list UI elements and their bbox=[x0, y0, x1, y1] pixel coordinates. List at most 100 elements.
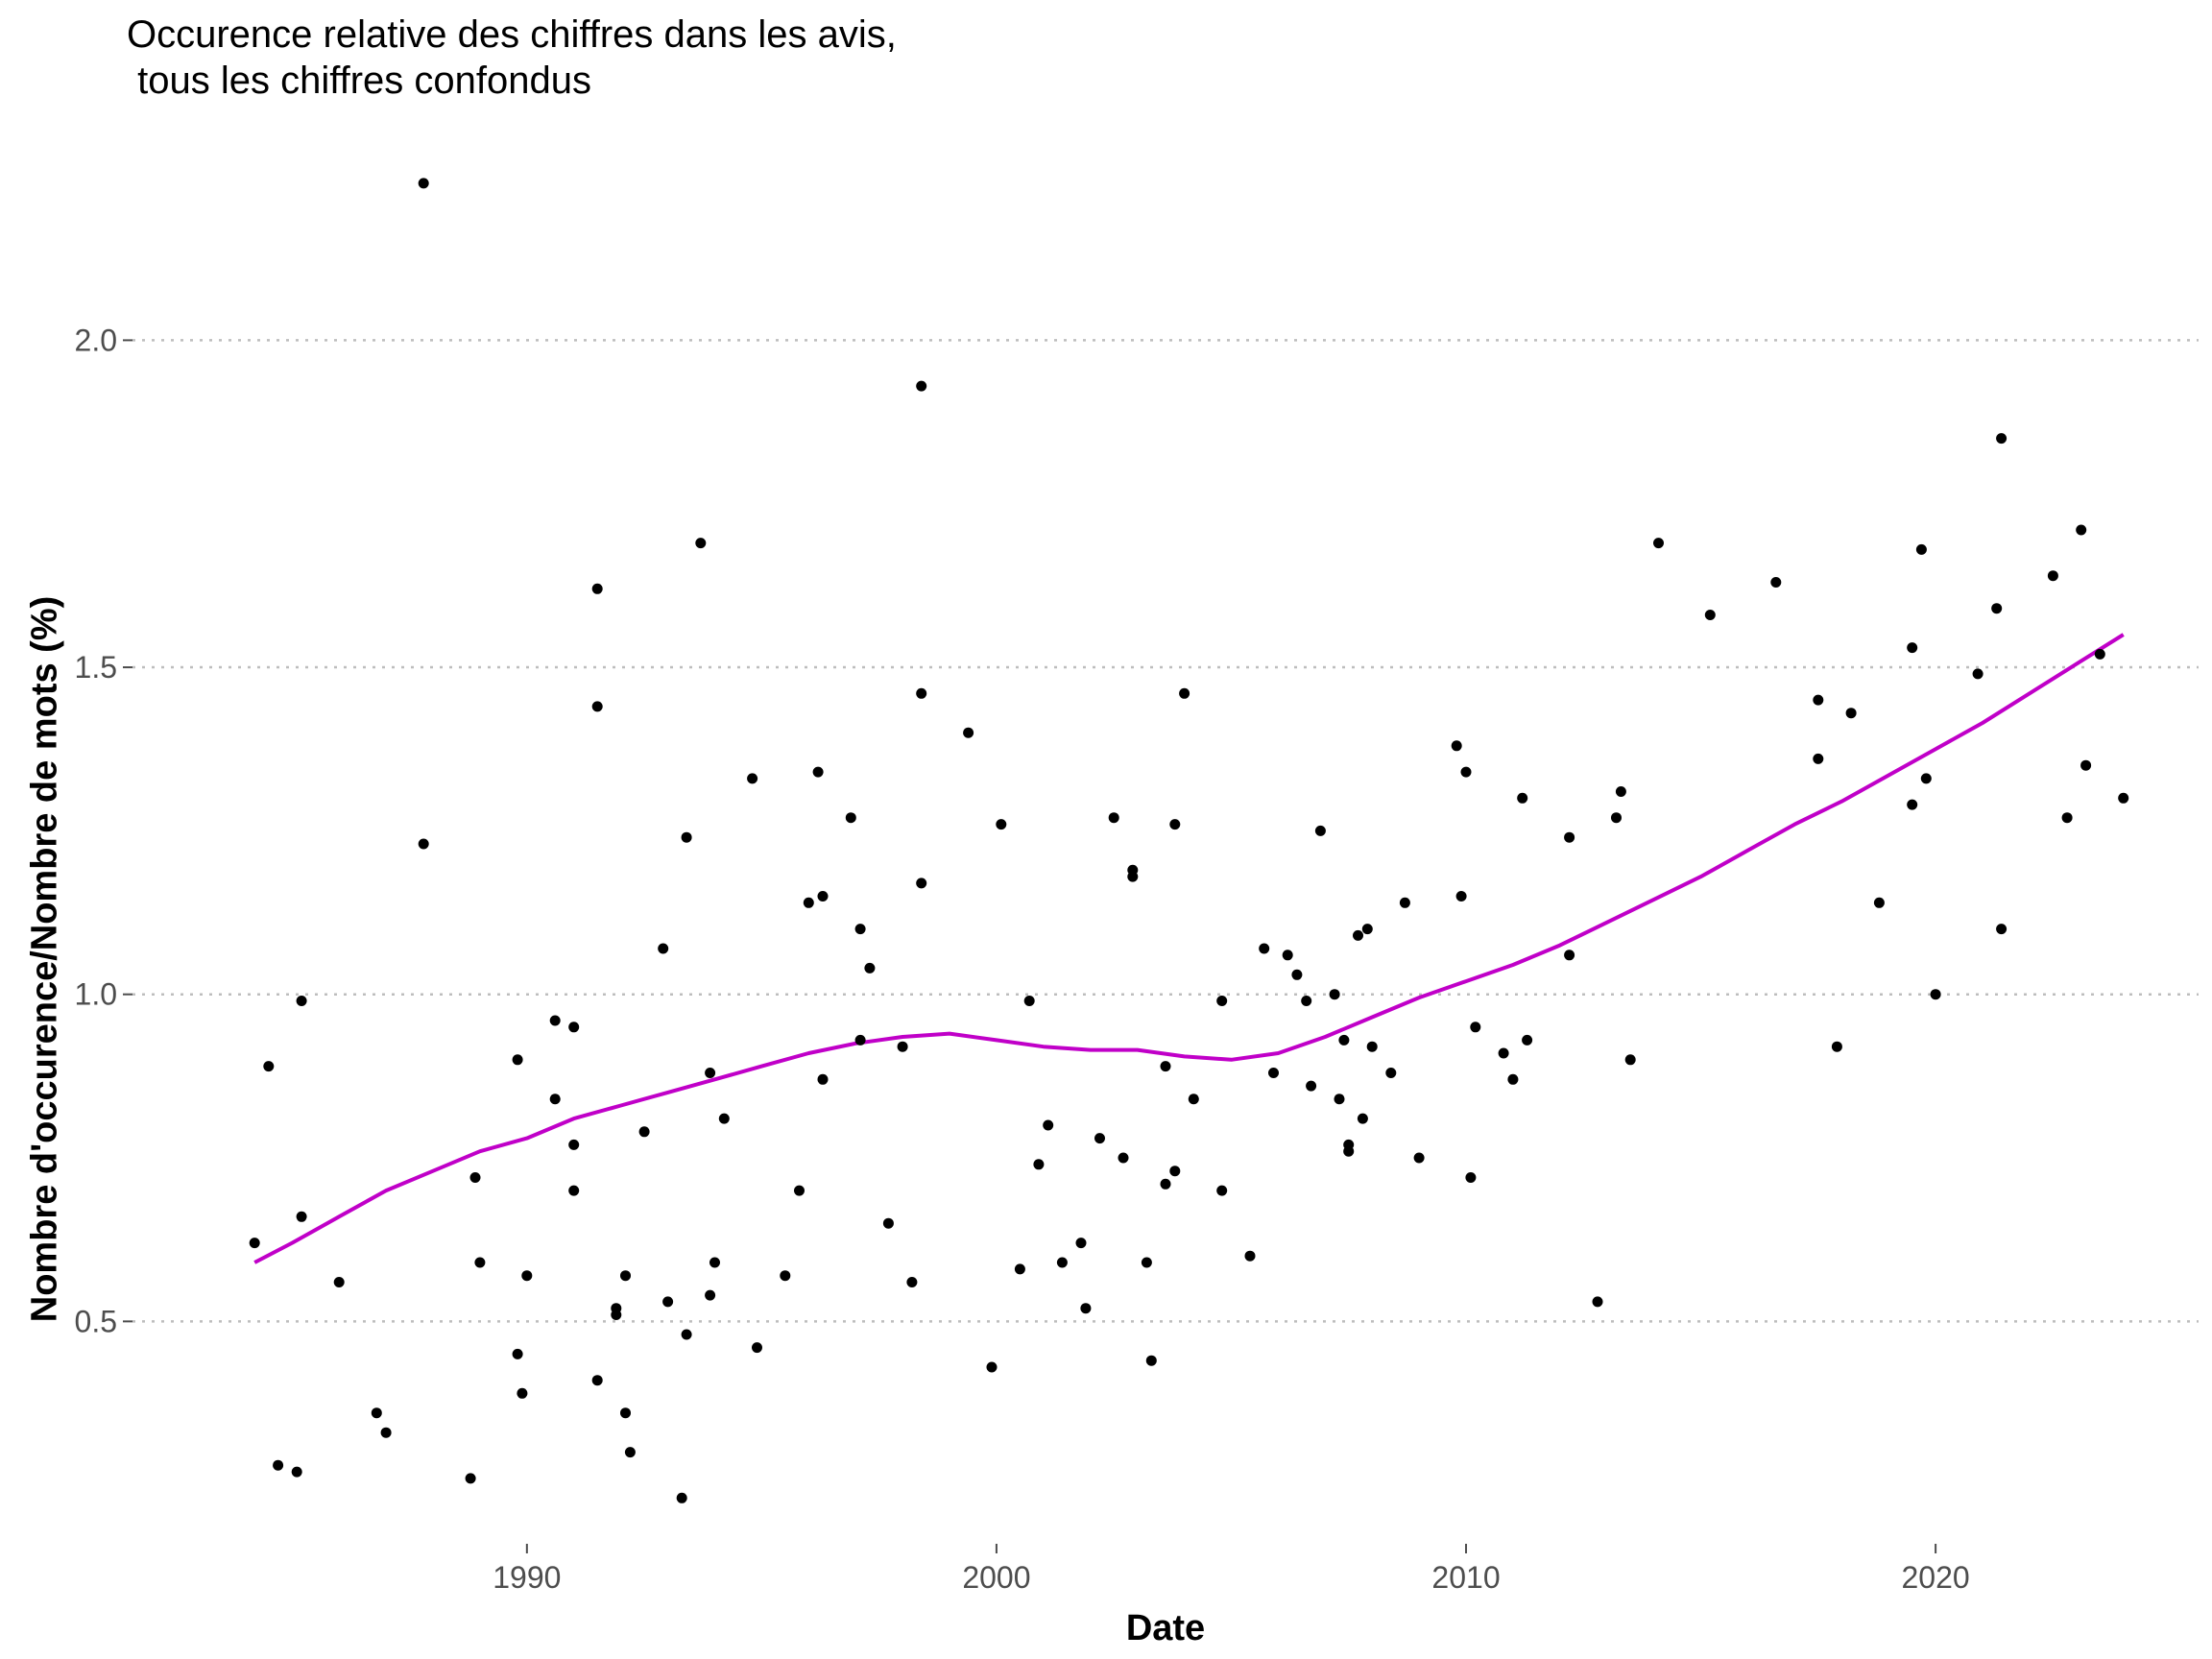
data-point bbox=[1043, 1119, 1054, 1131]
trend-line bbox=[253, 633, 2125, 1264]
data-point bbox=[1915, 543, 1927, 555]
data-point bbox=[1268, 1068, 1279, 1078]
data-point bbox=[1179, 687, 1190, 699]
data-point bbox=[986, 1361, 998, 1373]
data-point bbox=[1996, 924, 2008, 935]
data-point bbox=[752, 1342, 762, 1354]
data-point bbox=[897, 1041, 908, 1052]
data-point bbox=[1329, 989, 1340, 1000]
data-point bbox=[591, 1375, 603, 1386]
data-point bbox=[658, 943, 669, 954]
data-point bbox=[263, 1061, 275, 1072]
data-point bbox=[1517, 792, 1528, 804]
data-point bbox=[1831, 1041, 1842, 1052]
data-point bbox=[1564, 950, 1575, 961]
data-point bbox=[1385, 1068, 1397, 1078]
data-point bbox=[1564, 831, 1575, 843]
data-point bbox=[2094, 648, 2105, 660]
data-point bbox=[817, 891, 829, 902]
data-point bbox=[1080, 1303, 1092, 1314]
data-point bbox=[418, 178, 429, 189]
data-point bbox=[1498, 1047, 1509, 1059]
data-point bbox=[2076, 524, 2087, 536]
data-point bbox=[1366, 1041, 1378, 1052]
x-axis-title: Date bbox=[1126, 1608, 1205, 1648]
data-point bbox=[1160, 1061, 1171, 1072]
data-point bbox=[854, 1034, 866, 1046]
data-point bbox=[780, 1270, 791, 1282]
data-point bbox=[794, 1185, 805, 1196]
data-point bbox=[1145, 1355, 1157, 1366]
data-point bbox=[1813, 753, 1824, 764]
data-point bbox=[1314, 825, 1326, 836]
data-points bbox=[249, 178, 2129, 1503]
data-point bbox=[1127, 871, 1139, 882]
data-point bbox=[291, 1466, 302, 1478]
data-point bbox=[854, 924, 866, 935]
chart-title: Occurence relative des chiffres dans les… bbox=[127, 13, 897, 102]
data-point bbox=[2080, 759, 2092, 771]
data-point bbox=[296, 1211, 307, 1222]
data-point bbox=[1813, 694, 1824, 706]
data-point bbox=[1023, 996, 1035, 1006]
data-point bbox=[371, 1407, 382, 1419]
data-point bbox=[1653, 538, 1664, 549]
data-point bbox=[1334, 1094, 1345, 1105]
data-point bbox=[916, 878, 927, 889]
data-point bbox=[882, 1217, 894, 1229]
data-point bbox=[549, 1015, 561, 1026]
data-point bbox=[963, 727, 974, 738]
data-point bbox=[465, 1473, 476, 1484]
data-point bbox=[1455, 891, 1467, 902]
data-point bbox=[2118, 792, 2129, 804]
x-tick-label: 2010 bbox=[1431, 1560, 1500, 1595]
data-point bbox=[1522, 1034, 1533, 1046]
data-point bbox=[512, 1054, 523, 1066]
data-point bbox=[916, 380, 927, 392]
data-point bbox=[638, 1126, 650, 1138]
data-point bbox=[1845, 708, 1857, 719]
data-point bbox=[333, 1277, 345, 1287]
data-point bbox=[681, 831, 692, 843]
data-point bbox=[1624, 1054, 1636, 1066]
data-point bbox=[996, 819, 1007, 830]
data-point bbox=[1399, 897, 1410, 908]
data-point bbox=[1972, 668, 1984, 680]
data-point bbox=[803, 897, 814, 908]
data-point bbox=[864, 962, 876, 974]
data-point bbox=[624, 1447, 636, 1458]
data-point bbox=[1188, 1094, 1199, 1105]
data-point bbox=[568, 1022, 580, 1033]
data-point bbox=[1338, 1034, 1350, 1046]
data-point bbox=[2047, 570, 2058, 582]
data-point bbox=[1353, 929, 1363, 941]
data-point bbox=[1413, 1152, 1425, 1164]
data-point bbox=[1169, 819, 1181, 830]
x-tick-label: 2000 bbox=[962, 1560, 1030, 1595]
data-point bbox=[845, 812, 856, 824]
y-axis-title: Nombre d'occurence/Nombre de mots (%) bbox=[24, 596, 64, 1323]
data-point bbox=[1343, 1139, 1355, 1150]
x-tick-label: 2020 bbox=[1902, 1560, 1970, 1595]
data-point bbox=[1216, 996, 1228, 1006]
data-point bbox=[1996, 433, 2008, 445]
data-point bbox=[1907, 642, 1918, 654]
data-point bbox=[591, 701, 603, 712]
data-point bbox=[1615, 786, 1626, 797]
data-point bbox=[695, 538, 707, 549]
data-point bbox=[1592, 1296, 1603, 1308]
data-point bbox=[1704, 610, 1716, 620]
axis-ticks: 0.5 1.0 1.5 2.0 1990 2000 2010 2020 bbox=[75, 323, 1970, 1595]
data-point bbox=[620, 1407, 631, 1419]
data-point bbox=[1056, 1257, 1068, 1268]
data-point bbox=[1141, 1257, 1152, 1268]
data-point bbox=[1291, 969, 1303, 980]
data-point bbox=[1244, 1250, 1256, 1262]
data-point bbox=[1361, 924, 1373, 935]
data-point bbox=[1033, 1159, 1045, 1170]
data-point bbox=[1259, 943, 1270, 954]
data-point bbox=[812, 766, 824, 778]
data-point bbox=[906, 1277, 918, 1287]
data-point bbox=[273, 1459, 284, 1471]
